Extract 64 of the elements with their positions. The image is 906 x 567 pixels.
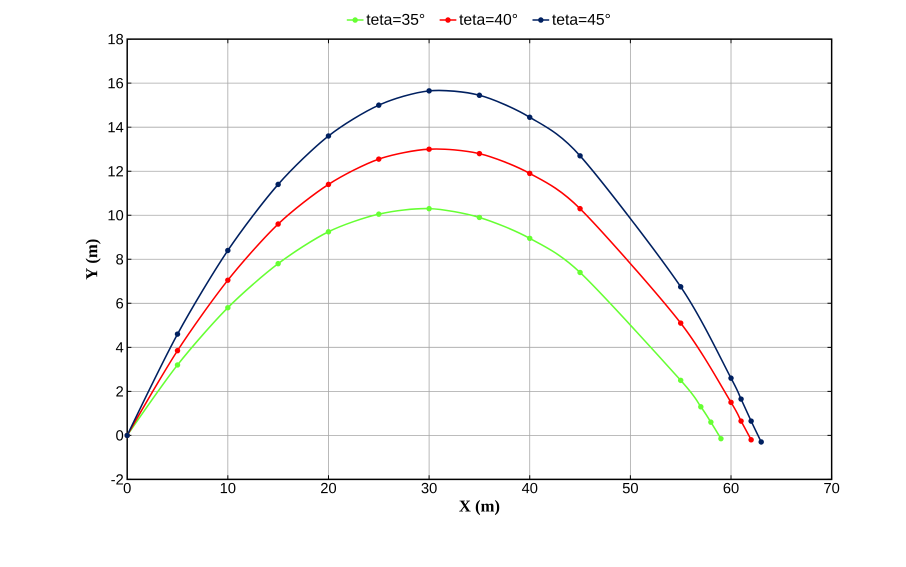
point (376, 211, 382, 217)
y-tick-label: 2 (116, 386, 123, 396)
y-tick-label: 14 (108, 122, 124, 132)
y-tick-label: 16 (108, 78, 124, 88)
x-tick-label: 40 (522, 482, 538, 494)
y-tick-label: 10 (108, 210, 124, 220)
x-tick-label: 10 (220, 482, 236, 494)
x-axis-title: X (m) (459, 500, 500, 515)
point (526, 114, 532, 120)
legend-label: teta=40° (459, 14, 518, 25)
point (678, 284, 684, 290)
point (476, 92, 482, 98)
point (748, 436, 754, 442)
point (426, 206, 432, 212)
point (376, 156, 382, 162)
point (326, 228, 332, 234)
point (225, 304, 231, 310)
point (698, 404, 704, 410)
x-tick-label: 50 (622, 482, 638, 494)
point (577, 152, 583, 158)
point (728, 399, 734, 405)
y-tick-label: 18 (108, 34, 124, 44)
point (748, 418, 754, 424)
point (376, 102, 382, 108)
point (758, 439, 764, 444)
y-tick-label: 8 (116, 254, 124, 264)
point (174, 331, 180, 337)
y-tick-label: -2 (111, 474, 123, 484)
point (738, 418, 744, 424)
y-tick-label: 0 (116, 430, 124, 440)
point (275, 260, 281, 266)
point (718, 436, 724, 442)
point (476, 214, 482, 220)
legend-label: teta=35° (366, 14, 424, 25)
point (678, 377, 684, 383)
point (326, 181, 332, 187)
x-tick-label: 20 (321, 482, 336, 494)
point (476, 150, 482, 156)
x-tick-label: 60 (724, 482, 739, 494)
y-tick-label: 12 (108, 166, 123, 176)
point (526, 170, 532, 176)
x-tick-label: 0 (124, 482, 131, 494)
point (174, 362, 180, 368)
x-tick-label: 70 (824, 482, 840, 494)
point (738, 396, 744, 402)
y-axis-title: Y (m) (86, 239, 101, 280)
point (225, 247, 231, 253)
y-tick-label: 6 (116, 298, 124, 308)
point (577, 206, 583, 212)
point (225, 277, 231, 283)
point (577, 270, 583, 275)
y-tick-label: 4 (116, 342, 124, 352)
point (326, 133, 332, 138)
point (426, 146, 432, 152)
point (728, 375, 734, 381)
x-tick-label: 30 (421, 482, 437, 494)
point (275, 221, 281, 227)
point (426, 88, 432, 94)
point (526, 235, 532, 241)
point (678, 320, 684, 326)
legend-label: teta=45° (552, 14, 610, 25)
point (275, 181, 281, 187)
point (708, 419, 714, 425)
point (174, 348, 180, 354)
